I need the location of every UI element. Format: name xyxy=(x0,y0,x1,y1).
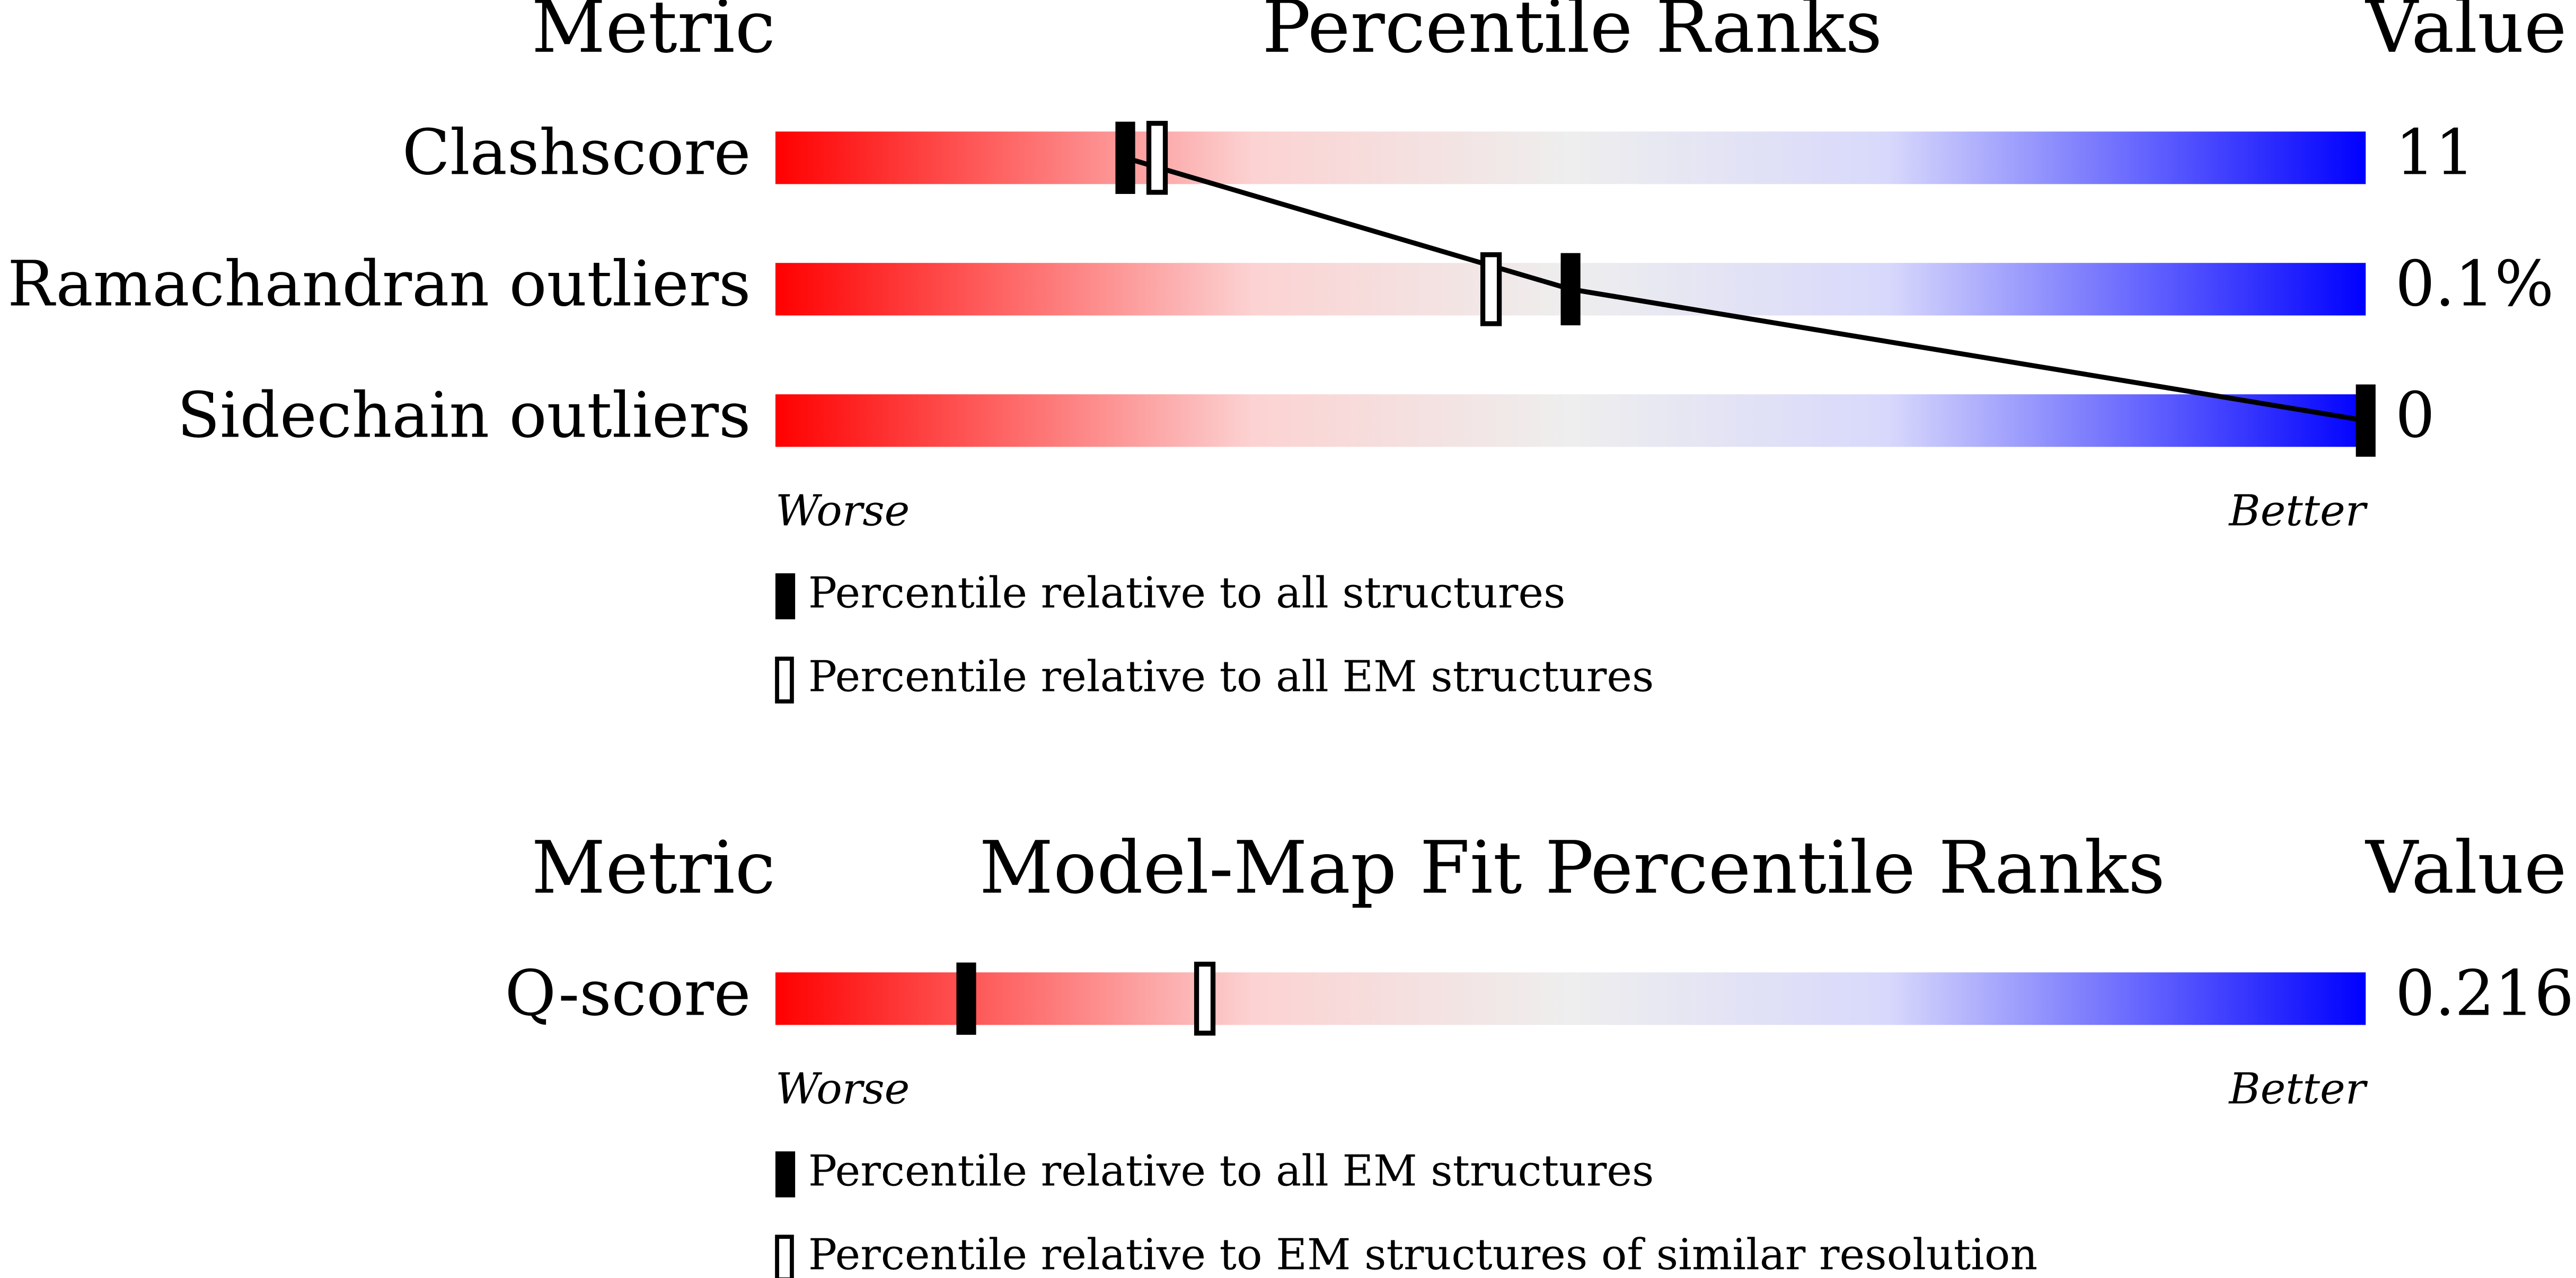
marker-filled xyxy=(2356,384,2376,457)
legend-label: Percentile relative to all EM structures xyxy=(808,1146,1654,1196)
legend-icon-filled xyxy=(775,1151,796,1197)
legend-label: Percentile relative to all EM structures xyxy=(808,652,1654,702)
marker-hollow xyxy=(1480,252,1502,326)
metric-value: 0 xyxy=(2395,379,2435,451)
legend-label: Percentile relative to EM structures of … xyxy=(808,1230,2037,1278)
header-title: Percentile Ranks xyxy=(1262,0,1882,69)
header-metric: Metric xyxy=(532,0,775,69)
better-label: Better xyxy=(2228,486,2368,536)
percentile-bar xyxy=(775,394,2366,447)
legend-icon-hollow xyxy=(775,1235,794,1278)
marker-filled xyxy=(1115,121,1135,194)
legend-label: Percentile relative to all structures xyxy=(808,568,1566,618)
worse-label: Worse xyxy=(775,1064,910,1114)
marker-filled xyxy=(956,962,976,1035)
marker-hollow xyxy=(1194,962,1216,1036)
header-title: Model-Map Fit Percentile Ranks xyxy=(980,826,2165,910)
header-metric: Metric xyxy=(532,826,775,910)
legend-icon-hollow xyxy=(775,656,794,704)
marker-hollow xyxy=(1146,121,1168,195)
better-label: Better xyxy=(2228,1064,2368,1114)
metric-value: 0.1% xyxy=(2395,247,2554,320)
metric-label: Q-score xyxy=(505,957,751,1030)
percentile-bar xyxy=(775,972,2366,1025)
percentile-bar xyxy=(775,131,2366,184)
legend-icon-filled xyxy=(775,573,796,619)
metric-value: 11 xyxy=(2395,116,2475,189)
header-value: Value xyxy=(2365,826,2566,910)
metric-value: 0.216 xyxy=(2395,957,2574,1030)
metric-label: Clashscore xyxy=(402,116,751,189)
worse-label: Worse xyxy=(775,486,910,536)
metric-label: Ramachandran outliers xyxy=(7,247,751,320)
metric-label: Sidechain outliers xyxy=(177,379,751,451)
marker-filled xyxy=(1560,253,1581,325)
header-value: Value xyxy=(2365,0,2566,69)
